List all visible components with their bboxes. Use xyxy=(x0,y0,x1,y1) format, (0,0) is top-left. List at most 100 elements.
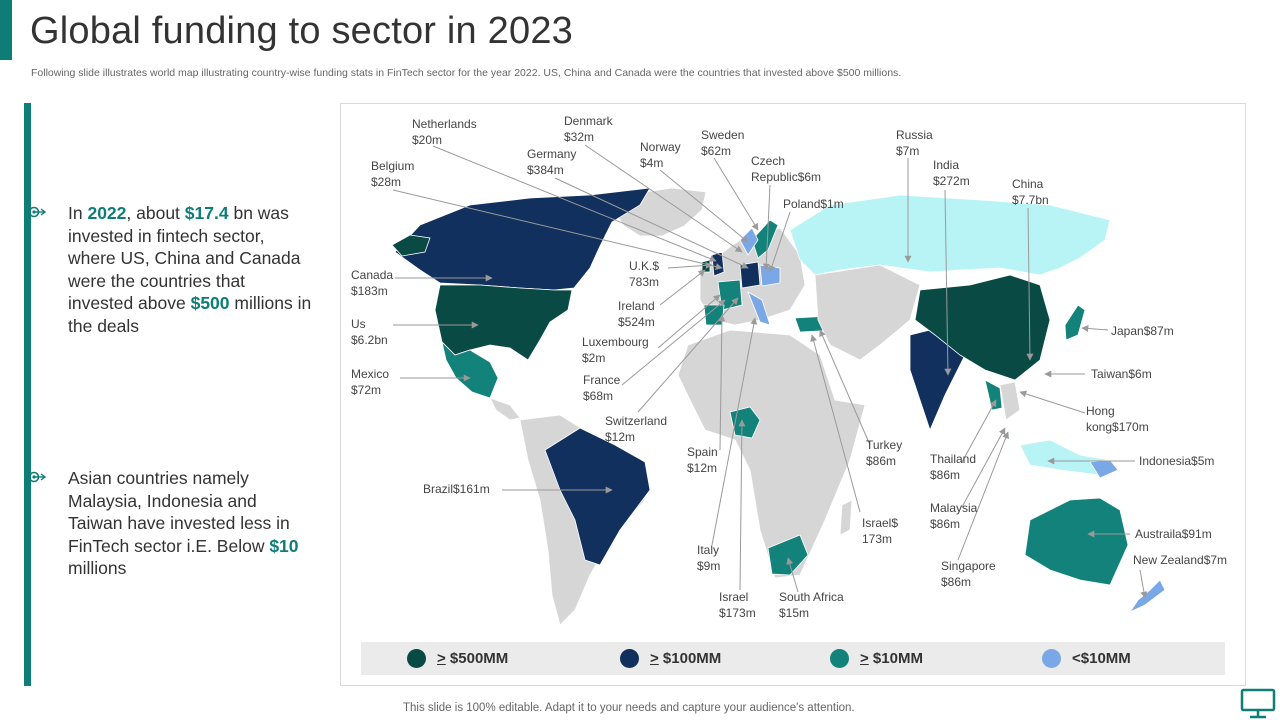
bullet-text-part: Asian countries namely Malaysia, Indones… xyxy=(68,468,290,556)
map-callout-line: South Africa xyxy=(779,590,844,604)
map-callout: France $68m xyxy=(583,373,621,403)
map-callout: Netherlands $20m xyxy=(412,117,477,147)
region-africa xyxy=(677,329,866,579)
map-callout-line: Israel xyxy=(719,590,748,604)
legend-item: > $100MM xyxy=(620,642,721,675)
map-callout: Belgium $28m xyxy=(371,159,414,189)
bullet-text-part: millions in the deals xyxy=(68,293,312,336)
map-callout-line: $7.7bn xyxy=(1012,193,1049,207)
map-callout: Switzerland $12m xyxy=(605,414,667,444)
map-callout: Poland$1m xyxy=(783,197,844,211)
map-callout: New Zealand$7m xyxy=(1133,553,1227,567)
bullet-text-part: bn was invested in fintech sector, where… xyxy=(68,203,301,313)
map-land xyxy=(391,187,1166,626)
map-callout: Ireland $524m xyxy=(618,299,655,329)
legend-item: > $10MM xyxy=(830,642,923,675)
region-central-america xyxy=(489,397,521,421)
map-callout-line: Denmark xyxy=(564,114,614,128)
map-callout: Malaysia $86m xyxy=(930,501,978,531)
map-callout-line: $86m xyxy=(866,454,896,468)
map-callout-line: $12m xyxy=(605,430,635,444)
country-japan xyxy=(1064,304,1086,341)
map-callout: China $7.7bn xyxy=(1012,177,1049,207)
country-china xyxy=(914,274,1051,381)
map-callout-line: Turkey xyxy=(866,438,902,452)
map-callout-line: Switzerland xyxy=(605,414,667,428)
target-arrow-icon xyxy=(28,206,46,218)
highlight-value: $500 xyxy=(190,293,230,313)
map-callout: South Africa $15m xyxy=(779,590,844,620)
legend-swatch xyxy=(620,649,639,668)
country-scandinavia xyxy=(751,219,779,259)
legend-label: <$10MM xyxy=(1072,650,1131,667)
map-callout-line: $2m xyxy=(582,351,605,365)
map-callout: Turkey $86m xyxy=(866,438,902,468)
country-thailand xyxy=(984,379,1003,411)
map-callout-line: $15m xyxy=(779,606,809,620)
map-callout: Brazil$161m xyxy=(423,482,490,496)
map-callout: Us $6.2bn xyxy=(351,317,388,347)
map-callout: India $272m xyxy=(933,158,970,188)
map-callout-line: Russia xyxy=(896,128,933,142)
country-italy xyxy=(747,291,771,326)
bullet-text-part: millions xyxy=(68,558,127,578)
map-callout-line: Singapore xyxy=(941,559,996,573)
map-callout-line: Malaysia xyxy=(930,501,978,515)
map-callout-line: Republic$6m xyxy=(751,170,821,184)
page-title: Global funding to sector in 2023 xyxy=(30,10,573,52)
map-callout-line: Netherlands xyxy=(412,117,477,131)
legend-item: <$10MM xyxy=(1042,642,1131,675)
map-callout-line: $12m xyxy=(687,461,717,475)
legend-label: > $500MM xyxy=(437,650,509,667)
map-callout: Germany $384m xyxy=(527,147,576,177)
legend-swatch xyxy=(830,649,849,668)
map-callout: Israel $173m xyxy=(719,590,756,620)
map-callout-line: $72m xyxy=(351,383,381,397)
page-subtitle: Following slide illustrates world map il… xyxy=(31,67,902,79)
country-russia xyxy=(789,194,1111,276)
map-callout-line: Thailand xyxy=(930,452,976,466)
map-callout-line: Canada xyxy=(351,268,393,282)
map-callout: Austraila$91m xyxy=(1135,527,1212,541)
country-usa xyxy=(434,284,573,361)
left-accent-bar xyxy=(24,103,31,686)
map-callout: Czech Republic$6m xyxy=(751,154,821,184)
map-callout-line: Belgium xyxy=(371,159,414,173)
bullet-text-asia: Asian countries namely Malaysia, Indones… xyxy=(68,467,313,580)
legend-swatch xyxy=(1042,649,1061,668)
country-canada xyxy=(394,187,651,291)
legend-label: > $100MM xyxy=(650,650,722,667)
map-callout-line: $384m xyxy=(527,163,564,177)
map-callout: Israel$173m xyxy=(862,516,898,546)
map-callout-line: Ireland xyxy=(618,299,655,313)
map-callout: Spain $12m xyxy=(687,445,718,475)
bullet-text-funding: In 2022, about $17.4 bn was invested in … xyxy=(68,202,313,337)
map-callout-line: New Zealand$7m xyxy=(1133,553,1227,567)
map-callout-line: Poland$1m xyxy=(783,197,844,211)
map-callout: Denmark $32m xyxy=(564,114,614,144)
map-callout-line: 173m xyxy=(862,532,892,546)
map-callout-line: Sweden xyxy=(701,128,744,142)
map-callout: Hong kong$170m xyxy=(1086,404,1149,434)
title-accent-bar xyxy=(0,0,12,60)
map-callout-line: $173m xyxy=(719,606,756,620)
legend-item: > $500MM xyxy=(407,642,508,675)
map-callout-line: $183m xyxy=(351,284,388,298)
map-callout: Canada $183m xyxy=(351,268,393,298)
map-callout: Luxembourg $2m xyxy=(582,335,649,365)
map-callout-line: Taiwan$6m xyxy=(1091,367,1152,381)
legend-symbol: > xyxy=(860,650,869,667)
map-callout: Japan$87m xyxy=(1111,324,1174,338)
map-callout-line: Japan$87m xyxy=(1111,324,1174,338)
map-callout-line: Italy xyxy=(697,543,719,557)
map-callout-line: Norway xyxy=(640,140,681,154)
country-brazil xyxy=(544,427,651,566)
monitor-icon xyxy=(1240,688,1276,719)
map-callout-line: $28m xyxy=(371,175,401,189)
bullet-text-part: In xyxy=(68,203,88,223)
highlight-value: $17.4 xyxy=(184,203,229,223)
country-madagascar xyxy=(839,499,853,536)
map-callout-line: Mexico xyxy=(351,367,389,381)
legend-label: > $10MM xyxy=(860,650,923,667)
